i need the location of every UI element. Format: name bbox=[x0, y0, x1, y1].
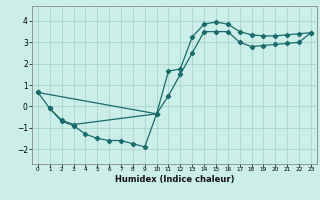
X-axis label: Humidex (Indice chaleur): Humidex (Indice chaleur) bbox=[115, 175, 234, 184]
